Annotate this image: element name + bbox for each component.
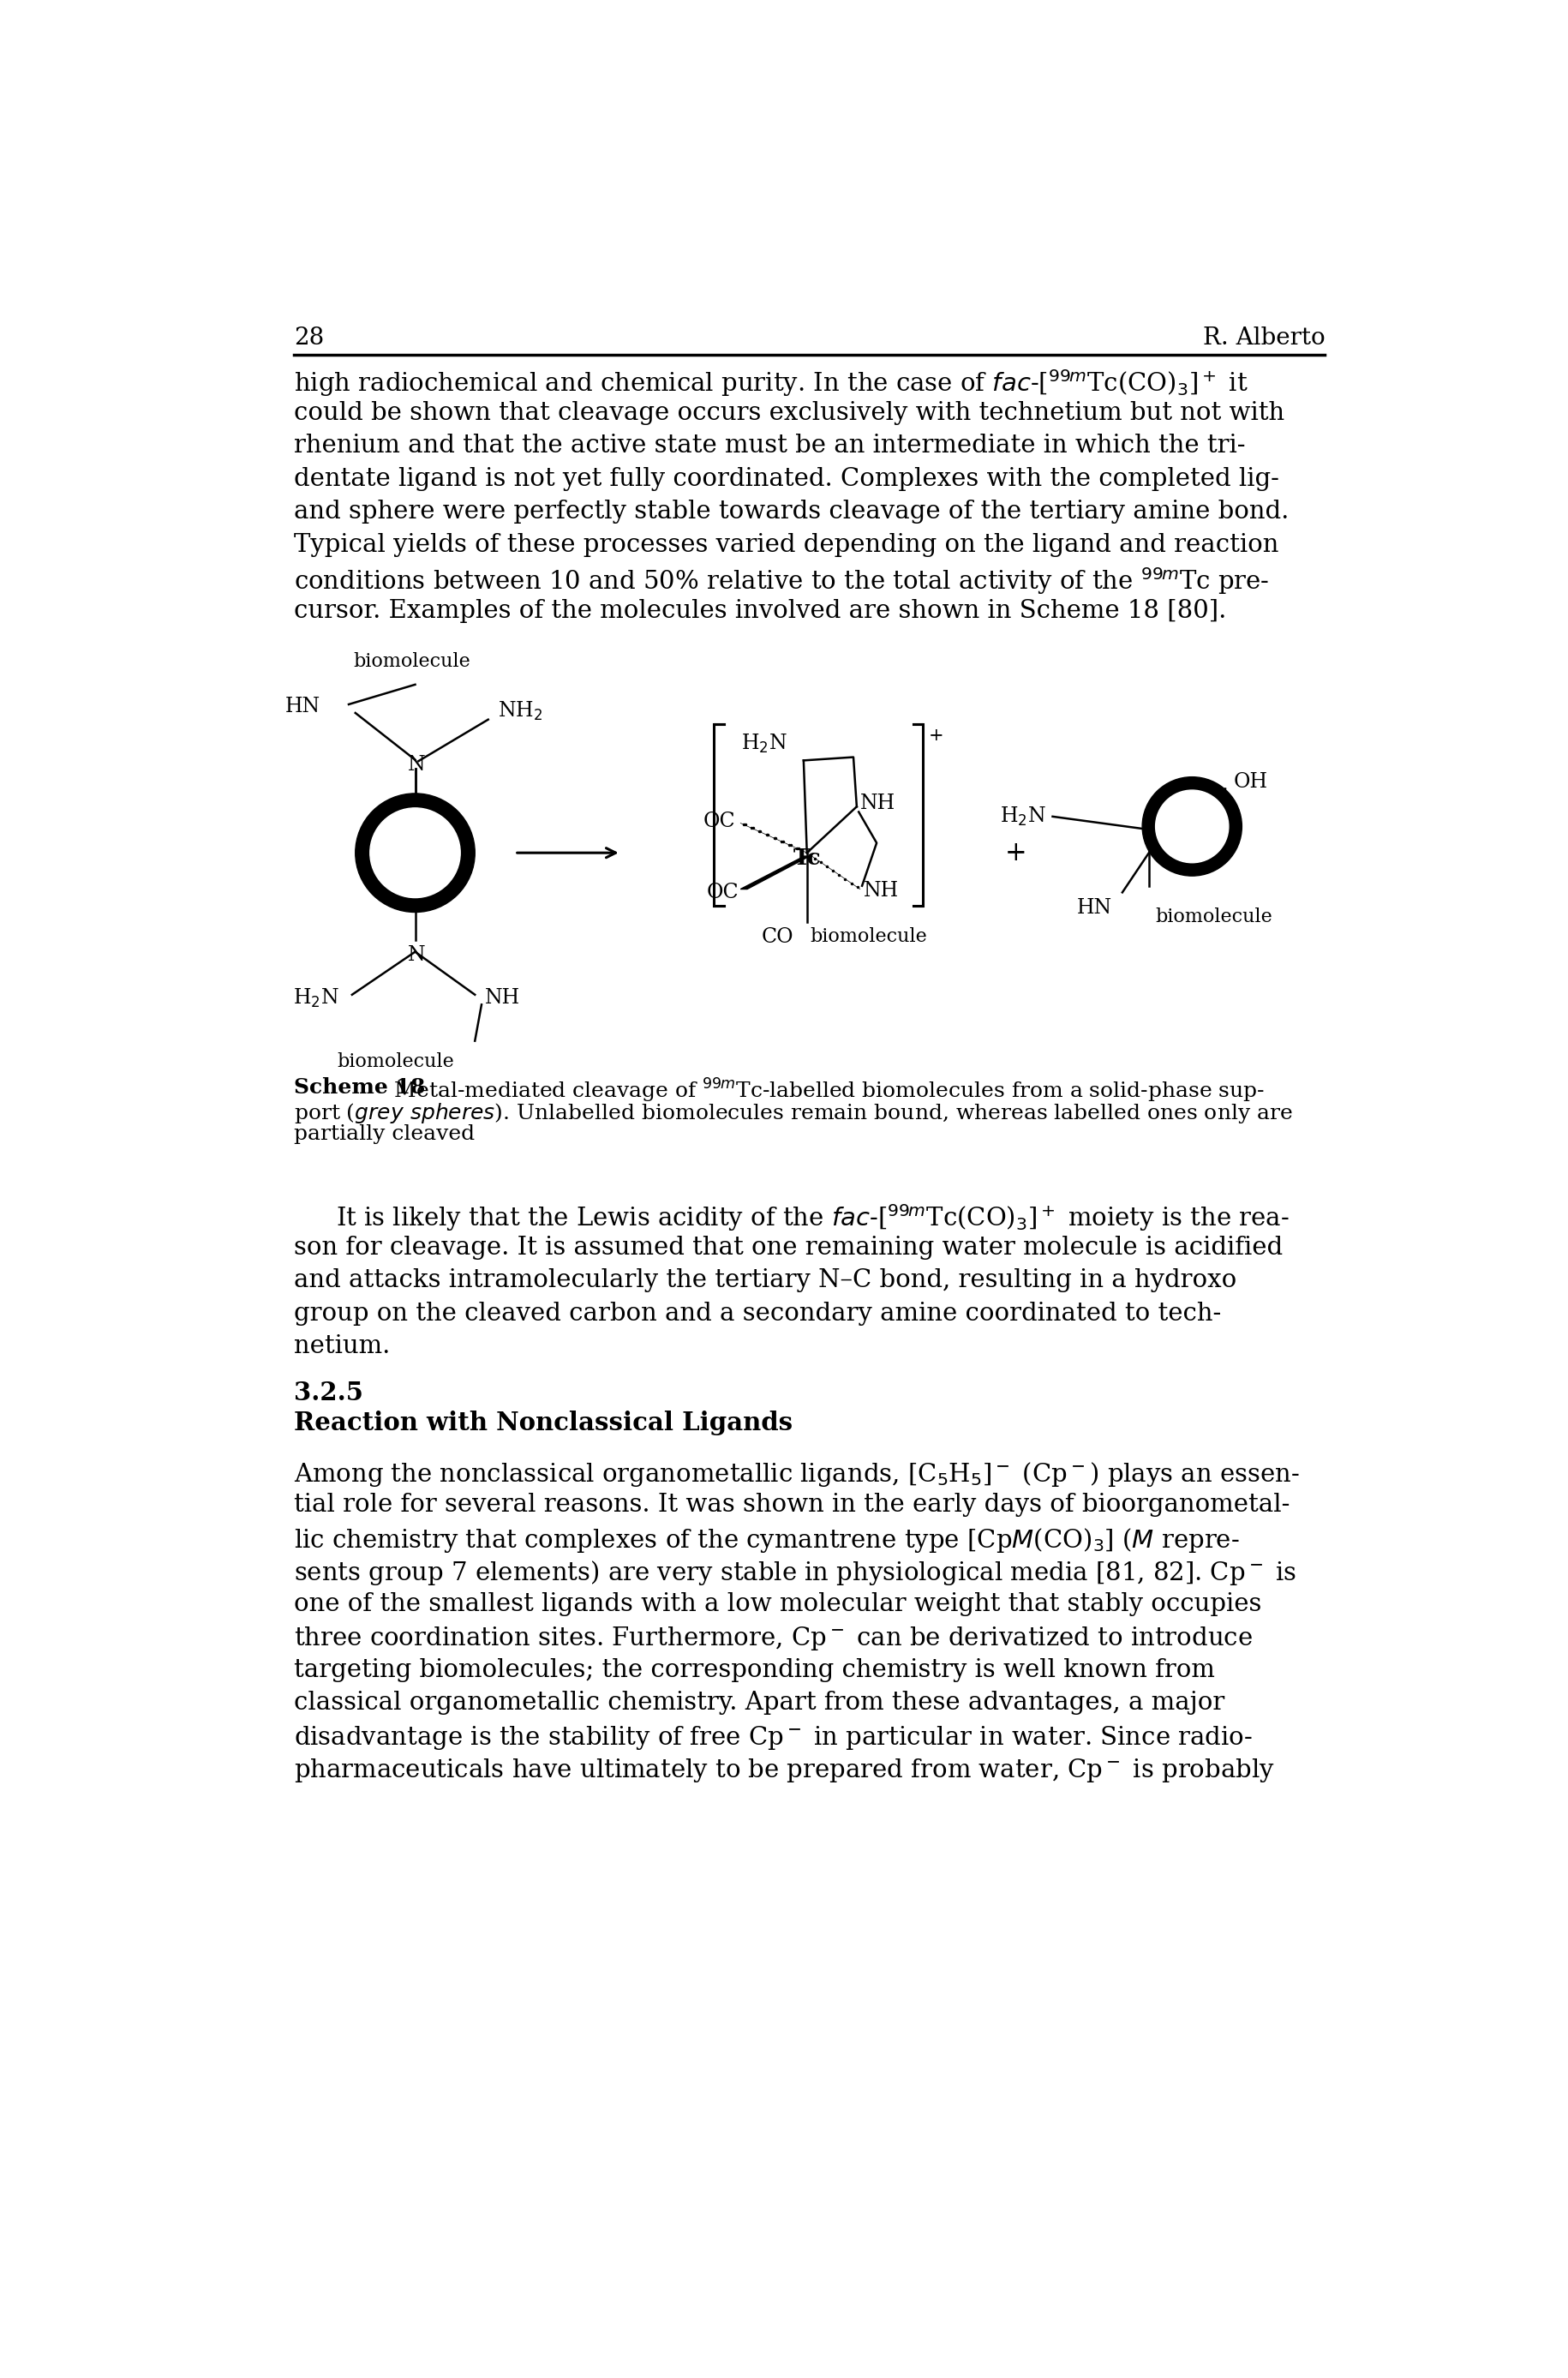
Text: cursor. Examples of the molecules involved are shown in Scheme 18 [80].: cursor. Examples of the molecules involv…: [295, 599, 1226, 623]
Text: Among the nonclassical organometallic ligands, [C$_5$H$_5$]$^-$ (Cp$^-$) plays a: Among the nonclassical organometallic li…: [295, 1460, 1300, 1489]
Text: NH: NH: [864, 882, 898, 901]
Text: son for cleavage. It is assumed that one remaining water molecule is acidified: son for cleavage. It is assumed that one…: [295, 1237, 1283, 1260]
Text: NH: NH: [859, 794, 895, 813]
Text: HN: HN: [285, 697, 320, 716]
Text: NH$_2$: NH$_2$: [499, 699, 543, 723]
Text: Typical yields of these processes varied depending on the ligand and reaction: Typical yields of these processes varied…: [295, 533, 1279, 556]
Text: partially cleaved: partially cleaved: [295, 1125, 475, 1144]
Text: sents group 7 elements) are very stable in physiological media [81, 82]. Cp$^-$ : sents group 7 elements) are very stable …: [295, 1560, 1297, 1586]
Text: Tc: Tc: [793, 847, 822, 868]
Text: one of the smallest ligands with a low molecular weight that stably occupies: one of the smallest ligands with a low m…: [295, 1591, 1262, 1615]
Text: port ($\it{grey\ spheres}$). Unlabelled biomolecules remain bound, whereas label: port ($\it{grey\ spheres}$). Unlabelled …: [295, 1101, 1294, 1125]
Text: R. Alberto: R. Alberto: [1203, 326, 1325, 350]
Text: biomolecule: biomolecule: [811, 927, 927, 946]
Text: H$_2$N: H$_2$N: [1000, 806, 1046, 828]
Text: NH: NH: [485, 989, 521, 1008]
Text: OH: OH: [1234, 773, 1269, 792]
Text: lic chemistry that complexes of the cymantrene type [Cp$M$(CO)$_3$] ($M$ repre-: lic chemistry that complexes of the cyma…: [295, 1527, 1240, 1555]
Text: HN: HN: [1077, 897, 1112, 918]
Text: and sphere were perfectly stable towards cleavage of the tertiary amine bond.: and sphere were perfectly stable towards…: [295, 499, 1289, 523]
Text: dentate ligand is not yet fully coordinated. Complexes with the completed lig-: dentate ligand is not yet fully coordina…: [295, 466, 1279, 490]
Text: biomolecule: biomolecule: [337, 1051, 453, 1070]
Text: 28: 28: [295, 326, 325, 350]
Text: conditions between 10 and 50% relative to the total activity of the $^{99m}$Tc p: conditions between 10 and 50% relative t…: [295, 566, 1270, 597]
Text: netium.: netium.: [295, 1334, 390, 1358]
Circle shape: [1142, 778, 1242, 875]
Text: CO: CO: [762, 927, 793, 946]
Text: disadvantage is the stability of free Cp$^-$ in particular in water. Since radio: disadvantage is the stability of free Cp…: [295, 1724, 1253, 1750]
Text: Metal-mediated cleavage of $^{99m}$Tc-labelled biomolecules from a solid-phase s: Metal-mediated cleavage of $^{99m}$Tc-la…: [381, 1077, 1265, 1106]
Text: pharmaceuticals have ultimately to be prepared from water, Cp$^-$ is probably: pharmaceuticals have ultimately to be pr…: [295, 1757, 1275, 1784]
Text: biomolecule: biomolecule: [353, 652, 470, 671]
Text: biomolecule: biomolecule: [1156, 908, 1273, 927]
Text: three coordination sites. Furthermore, Cp$^-$ can be derivatized to introduce: three coordination sites. Furthermore, C…: [295, 1624, 1253, 1653]
Circle shape: [1156, 789, 1229, 863]
Polygon shape: [740, 856, 809, 889]
Text: +: +: [928, 728, 944, 744]
Text: It is likely that the Lewis acidity of the $\it{fac}$-[$^{99m}$Tc(CO)$_3$]$^+$ m: It is likely that the Lewis acidity of t…: [336, 1203, 1289, 1234]
Text: rhenium and that the active state must be an intermediate in which the tri-: rhenium and that the active state must b…: [295, 433, 1247, 459]
Text: tial role for several reasons. It was shown in the early days of bioorganometal-: tial role for several reasons. It was sh…: [295, 1493, 1290, 1517]
Text: OC: OC: [706, 882, 739, 901]
Text: N: N: [408, 756, 425, 775]
Text: N: N: [1149, 835, 1167, 854]
Circle shape: [356, 794, 475, 913]
Text: group on the cleaved carbon and a secondary amine coordinated to tech-: group on the cleaved carbon and a second…: [295, 1301, 1221, 1325]
Text: Scheme 18: Scheme 18: [295, 1077, 425, 1099]
Text: H$_2$N: H$_2$N: [742, 732, 787, 756]
Text: could be shown that cleavage occurs exclusively with technetium but not with: could be shown that cleavage occurs excl…: [295, 402, 1284, 426]
Text: OC: OC: [702, 811, 735, 830]
Text: +: +: [1005, 839, 1027, 866]
Text: and attacks intramolecularly the tertiary N–C bond, resulting in a hydroxo: and attacks intramolecularly the tertiar…: [295, 1267, 1237, 1294]
Circle shape: [370, 809, 461, 897]
Text: H$_2$N: H$_2$N: [293, 987, 339, 1008]
Text: 3.2.5: 3.2.5: [295, 1382, 364, 1405]
Text: targeting biomolecules; the corresponding chemistry is well known from: targeting biomolecules; the correspondin…: [295, 1657, 1215, 1681]
Text: Reaction with Nonclassical Ligands: Reaction with Nonclassical Ligands: [295, 1410, 793, 1436]
Text: N: N: [408, 944, 425, 965]
Text: classical organometallic chemistry. Apart from these advantages, a major: classical organometallic chemistry. Apar…: [295, 1691, 1225, 1715]
Text: high radiochemical and chemical purity. In the case of $\it{fac}$-[$^{99m}$Tc(CO: high radiochemical and chemical purity. …: [295, 369, 1248, 400]
